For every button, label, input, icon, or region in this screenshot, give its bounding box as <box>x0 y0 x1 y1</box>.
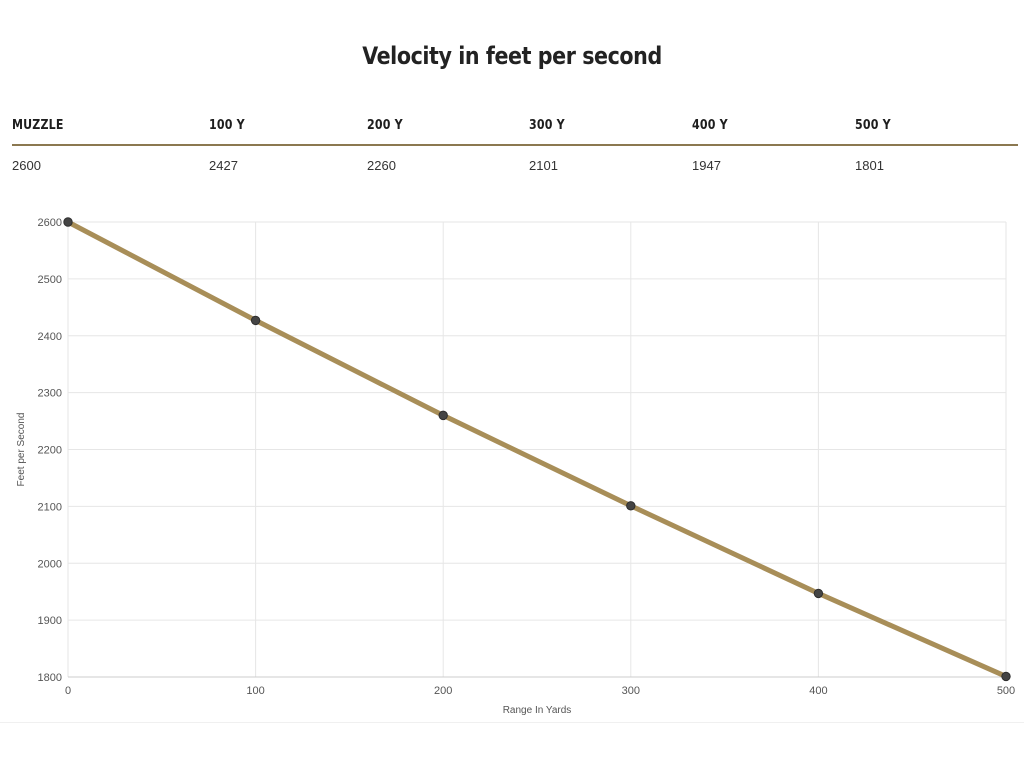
column-header-200y: 200 Y <box>367 118 403 133</box>
y-tick-label: 2100 <box>38 501 62 513</box>
table-cell-300y: 2101 <box>529 158 558 173</box>
chart-series <box>63 217 1011 682</box>
velocity-table: MUZZLE 100 Y 200 Y 300 Y 400 Y 500 Y 260… <box>12 112 1018 176</box>
y-tick-label: 2300 <box>38 388 62 400</box>
data-point <box>626 501 636 511</box>
y-tick-label: 1800 <box>38 672 62 684</box>
column-header-muzzle: MUZZLE <box>12 118 64 133</box>
table-header-row: MUZZLE 100 Y 200 Y 300 Y 400 Y 500 Y <box>12 112 1018 146</box>
y-tick-label: 2200 <box>38 445 62 457</box>
column-header-300y: 300 Y <box>529 118 565 133</box>
y-tick-label: 2000 <box>38 558 62 570</box>
data-point <box>1001 671 1011 682</box>
y-axis-title: Feet per Second <box>16 413 27 487</box>
chart-card <box>0 0 1024 722</box>
x-tick-label: 0 <box>65 685 71 697</box>
data-point <box>63 217 73 227</box>
page-footer-band <box>0 722 1024 769</box>
y-tick-label: 1900 <box>38 615 62 627</box>
y-tick-label: 2600 <box>38 217 62 229</box>
x-axis-title: Range In Yards <box>503 705 572 716</box>
x-tick-label: 500 <box>997 685 1015 697</box>
chart-grid <box>67 221 1007 678</box>
velocity-line-chart: 1800 1900 2000 2100 2200 2300 2400 2500 2600 0 100… <box>16 217 1016 716</box>
table-cell-200y: 2260 <box>367 158 396 173</box>
x-tick-label: 100 <box>246 685 264 697</box>
y-tick-label: 2500 <box>38 274 62 286</box>
y-tick-label: 2400 <box>38 331 62 343</box>
column-header-400y: 400 Y <box>692 118 728 133</box>
data-point <box>813 588 824 599</box>
chart-axes: 1800 1900 2000 2100 2200 2300 2400 2500 2600 0 100… <box>38 217 1016 697</box>
x-tick-label: 200 <box>434 685 452 697</box>
table-cell-100y: 2427 <box>209 158 238 173</box>
x-tick-label: 400 <box>809 685 827 697</box>
table-row: 2600 2427 2260 2101 1947 1801 <box>12 146 1018 176</box>
x-tick-label: 300 <box>622 685 640 697</box>
data-point <box>250 315 261 326</box>
series-line <box>65 219 1009 679</box>
column-header-500y: 500 Y <box>855 118 891 133</box>
page-title: Velocity in feet per second <box>362 42 662 70</box>
table-cell-muzzle: 2600 <box>12 158 41 173</box>
data-point <box>438 410 448 421</box>
table-cell-400y: 1947 <box>692 158 721 173</box>
table-cell-500y: 1801 <box>855 158 884 173</box>
column-header-100y: 100 Y <box>209 118 245 133</box>
